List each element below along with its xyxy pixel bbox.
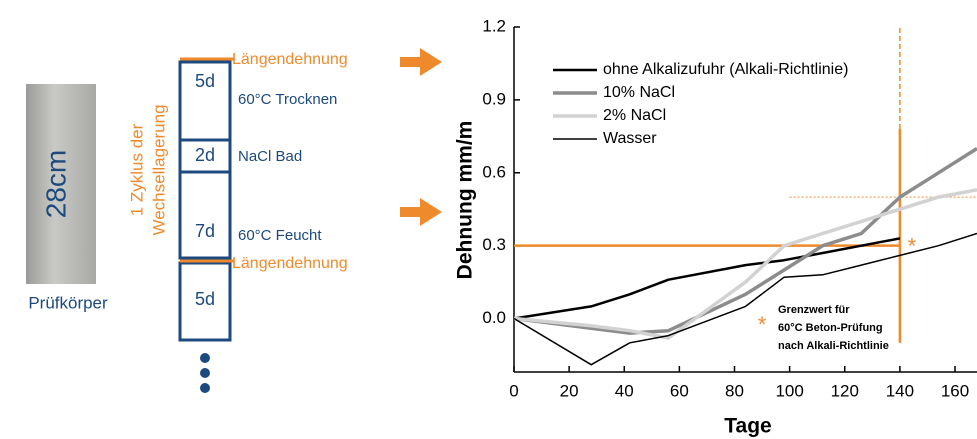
x-tick-label: 140 [886, 381, 914, 400]
specimen-label: Prüfkörper [28, 293, 108, 312]
legend-label: Wasser [603, 130, 657, 147]
y-tick-label: 0.3 [482, 235, 506, 254]
measure-label: Längendehnung [232, 255, 348, 272]
legend-label: 2% NaCl [603, 107, 666, 124]
annotation-text: Grenzwert für [778, 304, 850, 316]
x-tick-label: 80 [725, 381, 744, 400]
y-tick-label: 0.9 [482, 89, 506, 108]
stage-label: 60°C Trocknen [238, 91, 337, 108]
y-tick-label: 1.2 [482, 16, 506, 35]
stage-days: 2d [195, 145, 215, 165]
stage-label: 60°C Feucht [238, 227, 322, 244]
x-tick-label: 20 [560, 381, 579, 400]
annotation-marker: * [908, 233, 917, 258]
y-tick-label: 0.0 [482, 308, 506, 327]
x-tick-label: 120 [831, 381, 859, 400]
legend-label: ohne Alkalizufuhr (Alkali-Richtlinie) [603, 61, 848, 78]
x-tick-label: 160 [941, 381, 969, 400]
measure-label: Längendehnung [232, 51, 348, 68]
annotation-text: nach Alkali-Richtlinie [778, 340, 889, 352]
arrow [400, 48, 442, 76]
figure: 28cm Prüfkörper 1 Zyklus der Wechsellage… [0, 0, 977, 439]
y-axis-label: Dehnung mm/m [454, 121, 477, 280]
stage-days: 5d [195, 71, 215, 91]
annotation-text: 60°C Beton-Prüfung [778, 322, 883, 334]
specimen-size: 28cm [40, 150, 71, 218]
continuation-dots [200, 353, 210, 393]
y-tick-label: 0.6 [482, 162, 506, 181]
x-tick-label: 0 [509, 381, 518, 400]
stage-label: NaCl Bad [238, 148, 302, 165]
x-tick-label: 40 [615, 381, 634, 400]
stage-days: 7d [195, 221, 215, 241]
x-tick-label: 60 [670, 381, 689, 400]
x-axis-label: Tage [724, 415, 771, 438]
cycle-label: 1 Zyklus der [127, 123, 146, 216]
x-tick-label: 100 [775, 381, 803, 400]
cycle-label: Wechsellagerung [149, 104, 168, 235]
legend-label: 10% NaCl [603, 84, 675, 101]
arrow [400, 198, 442, 226]
stage-days: 5d [195, 289, 215, 309]
annotation-marker: * [758, 312, 767, 337]
